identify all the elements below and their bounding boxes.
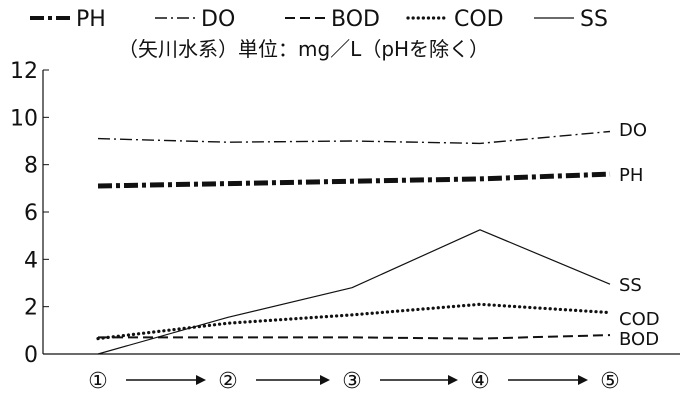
series-end-label-ss: SS [619,275,642,296]
y-tick-label: 12 [10,59,38,84]
y-tick-label: 2 [24,296,38,321]
legend-label-bod: BOD [331,7,380,32]
x-arrow-head [320,375,330,385]
series-line-ss [97,229,611,355]
series-line-do [97,130,611,145]
series-line-cod [96,302,612,341]
legend-label-ph: PH [76,7,106,32]
legend-label-cod: COD [454,7,504,32]
x-tick-label: ④ [470,369,490,394]
x-tick-label: ③ [342,369,362,394]
x-arrow-head [578,375,588,385]
legend-label-do: DO [201,7,235,32]
y-tick-label: 8 [24,154,38,179]
y-tick-label: 4 [24,248,38,273]
series-line-ph [97,171,611,189]
x-arrow-head [196,375,206,385]
series-end-label-ph: PH [619,165,643,186]
legend-label-ss: SS [580,7,608,32]
x-tick-label: ② [218,369,238,394]
chart-subtitle: （矢川水系）単位：mg／L（pHを除く） [118,37,489,61]
y-tick-label: 10 [10,106,38,131]
x-tick-label: ① [88,369,108,394]
y-tick-label: 0 [24,343,38,368]
series-end-label-do: DO [619,120,647,141]
series-line-bod [98,334,611,340]
series-end-label-cod: COD [619,309,660,330]
x-arrow-head [448,375,458,385]
y-tick-label: 6 [24,201,38,226]
series-end-label-bod: BOD [619,329,659,350]
x-tick-label: ⑤ [600,369,620,394]
